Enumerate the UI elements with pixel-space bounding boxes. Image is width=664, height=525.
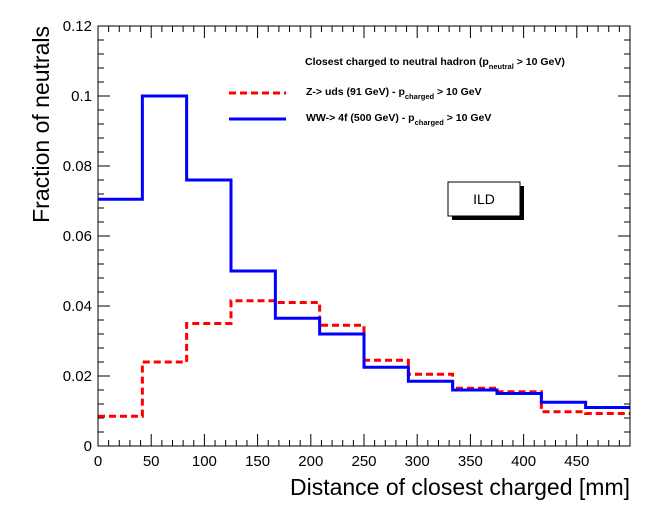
legend-header: Closest charged to neutral hadron (pneut… bbox=[305, 56, 565, 71]
legend-header-main: Closest charged to neutral hadron (p bbox=[305, 56, 489, 68]
legend-entry-ww-4f: WW-> 4f (500 GeV) - pcharged > 10 GeV bbox=[306, 112, 491, 127]
ild-label-box: ILD bbox=[447, 181, 524, 220]
legend-ww-main: WW-> 4f (500 GeV) - p bbox=[306, 112, 415, 124]
x-axis-title: Distance of closest charged [mm] bbox=[290, 474, 630, 500]
series-layer bbox=[98, 94, 630, 418]
ild-annotation: ILD bbox=[473, 191, 495, 207]
x-tick-label: 150 bbox=[245, 453, 270, 470]
x-tick-label: 400 bbox=[511, 453, 536, 470]
legend-entry-z-uds: Z-> uds (91 GeV) - pcharged > 10 GeV bbox=[306, 86, 482, 101]
y-tick-label: 0.04 bbox=[63, 298, 92, 315]
x-tick-label: 250 bbox=[351, 453, 376, 470]
y-tick-label: 0.12 bbox=[63, 18, 92, 35]
legend-ww-sub: charged bbox=[415, 118, 445, 127]
y-tick-label: 0 bbox=[84, 438, 92, 455]
y-axis-title: Fraction of neutrals bbox=[28, 26, 54, 223]
legend-z-tail: > 10 GeV bbox=[434, 86, 482, 98]
legend: Closest charged to neutral hadron (pneut… bbox=[229, 56, 565, 127]
y-tick-label: 0.1 bbox=[71, 88, 92, 105]
x-tick-label: 300 bbox=[405, 453, 430, 470]
y-tick-label: 0.06 bbox=[63, 228, 92, 245]
x-tick-label: 450 bbox=[564, 453, 589, 470]
axis-tick-labels: 0 50 100 150 200 250 300 350 400 450 0 0.02 0.04 0.06… bbox=[63, 18, 590, 470]
x-tick-label: 50 bbox=[143, 453, 160, 470]
x-tick-label: 0 bbox=[94, 453, 102, 470]
legend-z-sub: charged bbox=[405, 92, 435, 101]
legend-header-tail: > 10 GeV) bbox=[514, 56, 565, 68]
x-tick-label: 100 bbox=[192, 453, 217, 470]
ild-box bbox=[447, 181, 521, 217]
x-tick-label: 350 bbox=[458, 453, 483, 470]
x-tick-label: 200 bbox=[298, 453, 323, 470]
legend-z-main: Z-> uds (91 GeV) - p bbox=[306, 86, 405, 98]
plot-frame bbox=[97, 25, 631, 447]
series-line-ww-4f bbox=[98, 94, 630, 409]
legend-header-sub: neutral bbox=[489, 62, 514, 71]
y-tick-label: 0.08 bbox=[63, 158, 92, 175]
legend-ww-tail: > 10 GeV bbox=[444, 112, 492, 124]
y-tick-label: 0.02 bbox=[63, 368, 92, 385]
